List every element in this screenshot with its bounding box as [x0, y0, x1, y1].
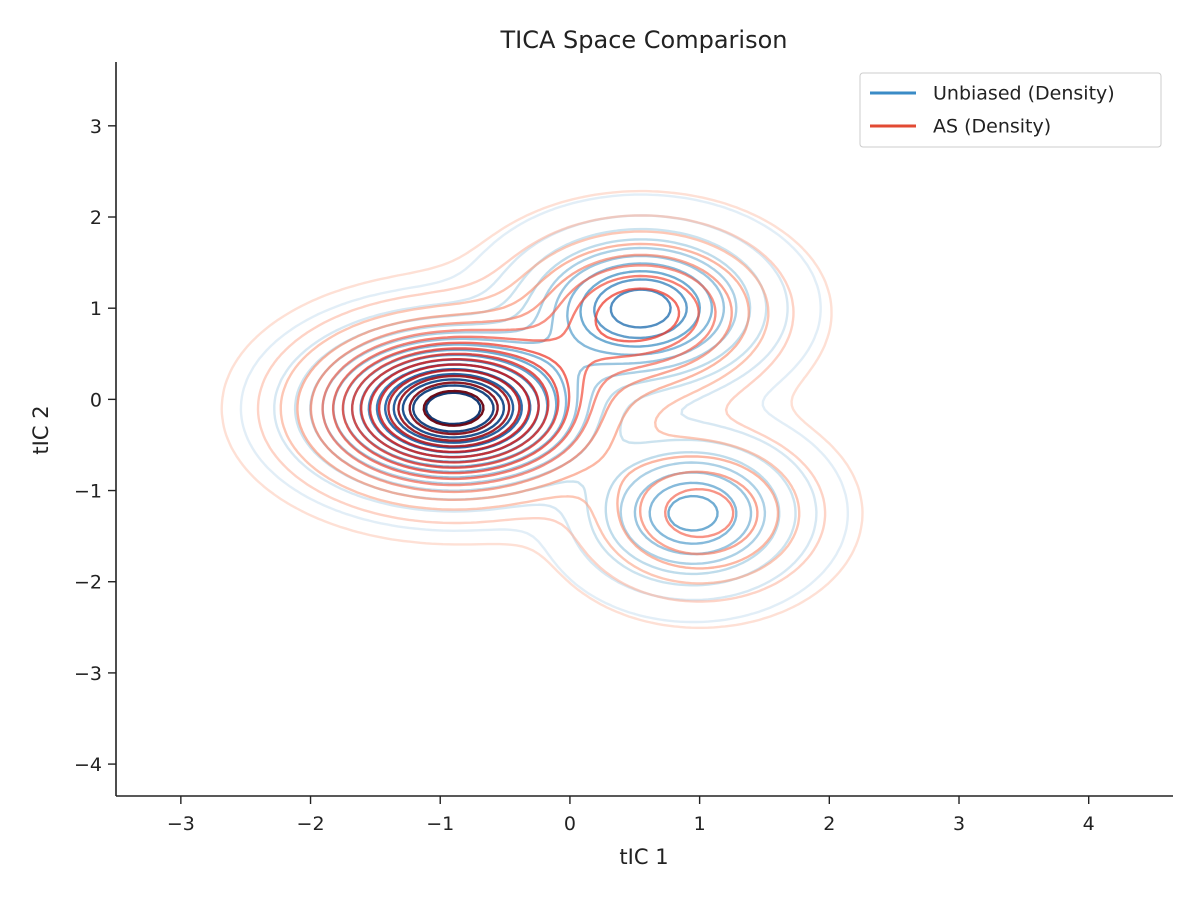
as-contour-level — [408, 381, 499, 436]
x-tick-label: 2 — [823, 813, 835, 835]
y-tick-label: 1 — [90, 298, 102, 320]
legend-label-unbiased: Unbiased (Density) — [933, 83, 1115, 105]
as-contour-level — [368, 358, 540, 459]
as-contour-level — [220, 189, 864, 629]
as-contour-level — [351, 347, 560, 469]
plot-area — [220, 189, 864, 629]
chart-title: TICA Space Comparison — [499, 26, 787, 54]
unbiased-contour-level — [412, 384, 495, 433]
unbiased-contour-level — [401, 378, 505, 439]
axes: −3 −2 −1 0 1 2 3 4 −4 −3 −2 −1 0 1 2 3 — [74, 62, 1173, 835]
as-contour-level — [321, 264, 735, 539]
y-tick-label: 0 — [90, 389, 102, 411]
as-contour-level — [331, 274, 700, 481]
as-contour-level — [296, 242, 780, 570]
as-contour-level — [341, 287, 681, 475]
as-contour-level — [397, 374, 511, 442]
y-tick-label: 3 — [90, 116, 102, 138]
as-contour-level — [309, 253, 759, 556]
x-tick-label: −3 — [167, 813, 195, 835]
unbiased-contour-level — [424, 391, 482, 426]
unbiased-contour-level — [392, 372, 515, 444]
y-tick-label: 2 — [90, 207, 102, 229]
x-tick-label: −1 — [426, 813, 454, 835]
legend-label-as: AS (Density) — [933, 116, 1051, 138]
as-contour-level — [360, 352, 550, 464]
y-tick-label: −4 — [74, 754, 102, 776]
x-tick-label: 3 — [953, 813, 965, 835]
y-tick-label: −3 — [74, 663, 102, 685]
x-tick-label: −2 — [297, 813, 325, 835]
y-axis-title: tIC 2 — [29, 405, 53, 454]
legend: Unbiased (Density) AS (Density) — [859, 72, 1162, 148]
legend-box — [859, 72, 1162, 148]
as-contour-level — [279, 230, 801, 585]
y-tick-label: −1 — [74, 481, 102, 503]
as-contour-level — [422, 389, 485, 427]
x-ticks: −3 −2 −1 0 1 2 3 4 — [167, 796, 1095, 835]
x-tick-label: 0 — [564, 813, 576, 835]
unbiased-contour-level — [239, 193, 849, 624]
as-contour-level — [256, 214, 827, 603]
series-as-contours — [220, 189, 864, 629]
as-contour-level — [377, 363, 531, 454]
x-axis-title: tIC 1 — [619, 845, 668, 869]
x-tick-label: 1 — [694, 813, 706, 835]
y-ticks: −4 −3 −2 −1 0 1 2 3 — [74, 116, 116, 776]
x-tick-label: 4 — [1083, 813, 1095, 835]
y-tick-label: −2 — [74, 572, 102, 594]
as-contour-level — [387, 368, 521, 448]
